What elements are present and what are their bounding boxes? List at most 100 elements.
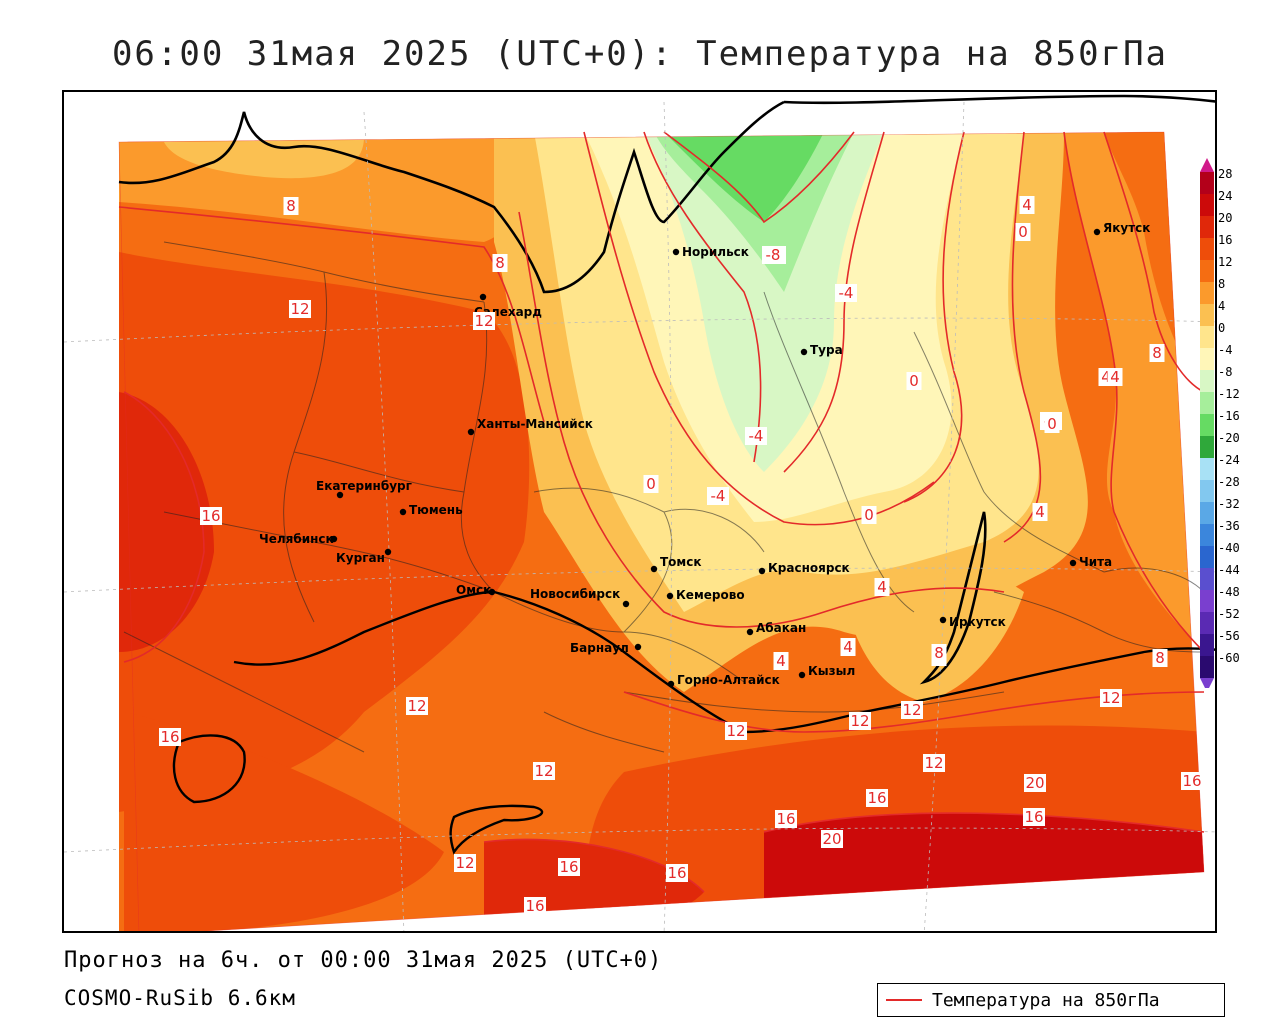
colorbar-cell: [1200, 568, 1214, 590]
colorbar-tick-label: -36: [1218, 519, 1240, 533]
colorbar-tick-label: -44: [1218, 563, 1240, 577]
city-kurgan[interactable]: Курган: [336, 548, 392, 565]
svg-text:12: 12: [850, 712, 869, 730]
city-gorno-altaysk[interactable]: Горно-Алтайск: [667, 673, 780, 688]
city-label-norilsk: Норильск: [682, 245, 749, 259]
city-khanty-mansiysk[interactable]: Ханты-Мансийск: [467, 417, 593, 436]
city-novosibirsk[interactable]: Новосибирск: [530, 587, 630, 608]
colorbar-cell: [1200, 612, 1214, 634]
temperature-colorbar: 28 24 20 16 12 8 4 0 -4 -8 -12 -16 -20 -24 -28 -32 -36 -4…: [1200, 158, 1240, 688]
legend-line-swatch: [886, 999, 922, 1001]
isotherm-label: 16: [524, 897, 546, 915]
isotherm-label: 12: [406, 697, 428, 715]
colorbar-cell: [1200, 502, 1214, 524]
colorbar-tick-label: -20: [1218, 431, 1240, 445]
colorbar-cell: [1200, 634, 1214, 656]
isotherm-label: 8: [1152, 649, 1168, 667]
isotherm-label: 12: [901, 701, 923, 719]
city-norilsk[interactable]: Норильск: [672, 245, 749, 259]
admin-boundaries: [123, 241, 1205, 753]
city-markers: Норильск Якутск Салехард Тура Ханты-Манс…: [259, 221, 1151, 688]
svg-text:16: 16: [525, 897, 544, 915]
isotherm-label: -4: [835, 284, 857, 302]
colorbar-tick-label: 20: [1218, 211, 1232, 225]
colorbar-cell: [1200, 392, 1214, 414]
lake-baikal: [919, 511, 987, 685]
city-kyzyl[interactable]: Кызыл: [798, 664, 855, 679]
svg-text:8: 8: [286, 197, 296, 215]
isotherm-label: -4: [707, 487, 729, 505]
colorbar-tick-label: -12: [1218, 387, 1240, 401]
city-ekaterinburg[interactable]: Екатеринбург: [316, 479, 412, 499]
isotherm-label: 4: [773, 652, 789, 670]
colorbar-tick-label: -24: [1218, 453, 1240, 467]
isotherm-label: 12: [849, 712, 871, 730]
isotherm-label: 16: [159, 728, 181, 746]
colorbar-tick-label: 28: [1218, 167, 1232, 181]
coastline: [118, 94, 1215, 294]
colorbar-cell: [1200, 436, 1214, 458]
city-chelyabinsk[interactable]: Челябинск: [259, 532, 338, 546]
isotherm-label: 12: [1100, 689, 1122, 707]
city-label-novosibirsk: Новосибирск: [530, 587, 620, 601]
city-kemerovo[interactable]: Кемерово: [666, 588, 745, 602]
colorbar-tick-label: 0: [1218, 321, 1225, 335]
isotherm-label: 16: [866, 789, 888, 807]
isotherm-label: 4: [874, 578, 890, 596]
colorbar-tick-label: -4: [1218, 343, 1232, 357]
colorbar-tick-label: 12: [1218, 255, 1232, 269]
isotherm-label: 12: [533, 762, 555, 780]
city-label-yakutsk: Якутск: [1103, 221, 1150, 235]
svg-text:12: 12: [290, 300, 309, 318]
colorbar-tick-label: 24: [1218, 189, 1232, 203]
city-omsk[interactable]: Омск: [456, 583, 496, 597]
colorbar-tick-label: -28: [1218, 475, 1240, 489]
city-tomsk[interactable]: Томск: [650, 555, 702, 573]
svg-text:16: 16: [867, 789, 886, 807]
isotherm-label: 16: [1023, 808, 1045, 826]
city-yakutsk[interactable]: Якутск: [1093, 221, 1151, 236]
svg-text:4: 4: [776, 652, 786, 670]
city-label-kemerovo: Кемерово: [676, 588, 745, 602]
city-label-kurgan: Курган: [336, 551, 385, 565]
colorbar-cell: [1200, 326, 1214, 348]
svg-text:16: 16: [1182, 772, 1201, 790]
isotherm-label: 8: [1149, 344, 1165, 362]
city-tura[interactable]: Тура: [800, 343, 843, 357]
isotherm-label: 0: [1044, 415, 1060, 433]
svg-text:8: 8: [1155, 649, 1165, 667]
colorbar-cell: [1200, 172, 1214, 194]
colorbar-tick-label: -8: [1218, 365, 1232, 379]
city-label-chita: Чита: [1079, 555, 1112, 569]
colorbar-cell: [1200, 216, 1214, 238]
isotherm-label: 4: [1107, 368, 1123, 386]
svg-text:-4: -4: [749, 427, 764, 445]
svg-text:16: 16: [1024, 808, 1043, 826]
temperature-field: [119, 132, 1204, 931]
svg-text:16: 16: [776, 810, 795, 828]
forecast-info: Прогноз на 6ч. от 00:00 31мая 2025 (UTC+…: [64, 948, 663, 973]
city-abakan[interactable]: Абакан: [746, 621, 806, 636]
city-barnaul[interactable]: Барнаул: [570, 641, 642, 655]
svg-text:12: 12: [924, 754, 943, 772]
colorbar-tick-label: 8: [1218, 277, 1225, 291]
city-chita[interactable]: Чита: [1069, 555, 1112, 569]
colorbar-bottom-arrow: [1200, 678, 1214, 688]
colorbar-cell: [1200, 348, 1214, 370]
isotherm-label: 20: [821, 830, 843, 848]
isotherm-label: 16: [775, 810, 797, 828]
temperature-map[interactable]: Норильск Якутск Салехард Тура Ханты-Манс…: [62, 90, 1217, 933]
city-krasnoyarsk[interactable]: Красноярск: [758, 561, 850, 575]
isotherm-label: 0: [861, 506, 877, 524]
svg-text:16: 16: [667, 864, 686, 882]
city-irkutsk[interactable]: Иркутск: [939, 615, 1006, 629]
svg-text:12: 12: [474, 312, 493, 330]
city-label-tyumen: Тюмень: [409, 503, 463, 517]
colorbar-cell: [1200, 480, 1214, 502]
colorbar-tick-label: -48: [1218, 585, 1240, 599]
isotherm-label: 16: [558, 858, 580, 876]
colorbar-tick-label: -60: [1218, 651, 1240, 665]
colorbar-cell: [1200, 282, 1214, 304]
city-tyumen[interactable]: Тюмень: [399, 503, 463, 517]
city-label-abakan: Абакан: [756, 621, 806, 635]
